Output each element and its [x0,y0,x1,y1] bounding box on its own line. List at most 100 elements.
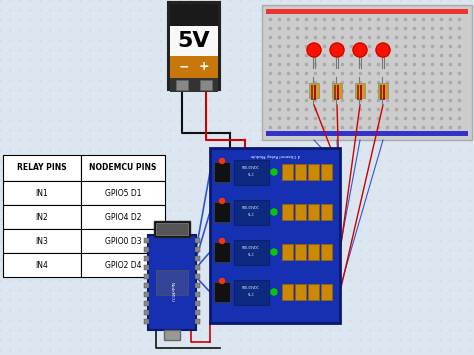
Bar [355,83,365,98]
Circle shape [219,158,225,164]
Bar [380,85,382,100]
Text: GPIO5 D1: GPIO5 D1 [105,189,141,197]
Bar [332,83,342,98]
Bar [144,283,149,288]
Bar [360,85,362,100]
Text: +: + [198,60,209,73]
Bar [195,274,200,279]
Bar [321,284,332,300]
Bar [195,283,200,288]
Bar [81,253,165,277]
Circle shape [219,279,225,284]
Bar [144,238,149,243]
Text: 4 Channel Relay Module: 4 Channel Relay Module [250,153,300,157]
Bar [195,319,200,324]
Bar [144,247,149,252]
Circle shape [307,43,321,57]
Bar [214,162,230,182]
Circle shape [353,43,367,57]
Bar [357,85,359,100]
Bar [195,310,200,315]
Bar [156,223,188,235]
Bar [309,83,319,98]
Circle shape [271,169,277,175]
Bar [214,202,230,222]
Text: SL-C: SL-C [247,173,255,177]
Bar [148,235,196,330]
Bar [234,160,269,185]
Bar [321,244,332,260]
Bar [295,284,306,300]
Bar [295,244,306,260]
Bar [195,238,200,243]
Text: GPIO4 D2: GPIO4 D2 [105,213,141,222]
Bar [321,204,332,220]
Bar [81,181,165,205]
Text: SRD-05VDC: SRD-05VDC [242,286,260,290]
Bar [234,240,269,265]
Bar [3,181,81,205]
Circle shape [219,239,225,244]
Bar [170,26,218,56]
Bar [164,330,180,340]
Bar [144,301,149,306]
Bar [314,85,316,100]
Text: NodeMCU: NodeMCU [170,283,174,302]
Bar [321,164,332,180]
Bar [3,253,81,277]
Bar [3,229,81,253]
Bar [295,204,306,220]
Bar [170,78,218,92]
Text: SL-C: SL-C [247,293,255,297]
Bar [144,274,149,279]
Bar [282,284,293,300]
Bar [266,131,468,136]
Text: SRD-05VDC: SRD-05VDC [242,246,260,250]
Text: IN2: IN2 [36,213,48,222]
Bar [234,200,269,225]
Text: IN3: IN3 [36,236,48,246]
Bar [168,2,220,90]
Text: RELAY PINS: RELAY PINS [17,164,67,173]
Bar [195,301,200,306]
Bar [214,282,230,302]
Bar [282,164,293,180]
Circle shape [271,249,277,255]
Bar [308,284,319,300]
Text: IN1: IN1 [36,189,48,197]
Bar [156,270,188,295]
Text: SRD-05VDC: SRD-05VDC [242,206,260,210]
Bar [334,85,336,100]
Bar [266,9,468,14]
Bar [195,265,200,270]
Text: GPIO2 D4: GPIO2 D4 [105,261,141,269]
Bar [81,205,165,229]
Bar [144,265,149,270]
Bar [378,83,388,98]
Bar [154,221,190,237]
Bar [383,85,385,100]
Text: GPIO0 D3: GPIO0 D3 [105,236,141,246]
Bar [295,164,306,180]
Circle shape [376,43,390,57]
Bar [308,244,319,260]
Bar [3,155,81,181]
Text: SL-C: SL-C [247,253,255,257]
Circle shape [330,43,344,57]
Bar [234,280,269,305]
Text: NODEMCU PINS: NODEMCU PINS [89,164,157,173]
Bar [195,247,200,252]
Text: IN4: IN4 [36,261,48,269]
Circle shape [271,209,277,215]
Bar [81,155,165,181]
Bar [144,256,149,261]
Bar [195,292,200,297]
Bar [308,204,319,220]
Bar [210,148,340,323]
Bar [262,5,472,140]
Bar [337,85,339,100]
Circle shape [271,289,277,295]
Text: 5V: 5V [178,31,210,51]
Bar [144,310,149,315]
Text: SRD-05VDC: SRD-05VDC [242,166,260,170]
